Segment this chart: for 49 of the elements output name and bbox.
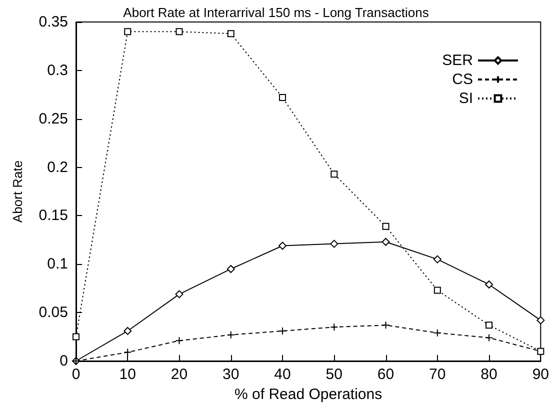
point [226, 330, 235, 339]
x-tick-label: 70 [429, 366, 446, 383]
point [485, 334, 494, 342]
chart-title: Abort Rate at Interarrival 150 ms - Long Transactions [123, 5, 430, 20]
point [382, 321, 390, 330]
y-tick-label: 0.2 [47, 158, 68, 176]
point [278, 326, 287, 335]
point [434, 286, 441, 294]
point [330, 170, 338, 178]
point [175, 336, 184, 345]
point [226, 264, 235, 273]
point [227, 30, 234, 38]
y-tick-label: 0.1 [47, 256, 68, 273]
x-tick-label: 0 [72, 366, 80, 383]
x-tick-label: 50 [326, 366, 342, 383]
y-tick-label: 0.15 [38, 207, 68, 224]
x-axis-title: % of Read Operations [234, 386, 382, 403]
legend-label: CS [452, 71, 473, 88]
legend-label: SER [442, 52, 474, 69]
x-tick-label: 80 [480, 366, 498, 383]
point [485, 280, 494, 288]
y-tick-label: 0.25 [38, 110, 68, 128]
point [330, 323, 338, 332]
point [278, 242, 287, 250]
x-tick-label: 40 [274, 366, 291, 383]
x-tick-label: 20 [170, 366, 188, 383]
legend-label: SI [458, 90, 473, 107]
y-tick-label: 0.3 [47, 62, 68, 79]
x-tick-label: 10 [119, 366, 136, 383]
y-tick-label: 0.05 [38, 304, 68, 322]
point [382, 238, 390, 246]
point [433, 328, 442, 337]
point [279, 94, 286, 102]
point [175, 290, 184, 298]
point [72, 333, 80, 340]
point [433, 255, 442, 264]
point [536, 316, 545, 324]
y-axis-title: Abort Rate [10, 160, 25, 223]
y-tick-label: 0 [60, 352, 68, 370]
x-tick-label: 90 [532, 366, 549, 383]
point [124, 326, 132, 335]
x-tick-label: 30 [222, 366, 240, 383]
y-tick-label: 0.35 [38, 14, 68, 30]
point [124, 28, 132, 36]
point [382, 222, 390, 230]
point [486, 322, 493, 329]
point [330, 240, 338, 248]
point [176, 28, 183, 36]
x-tick-label: 60 [377, 366, 394, 383]
